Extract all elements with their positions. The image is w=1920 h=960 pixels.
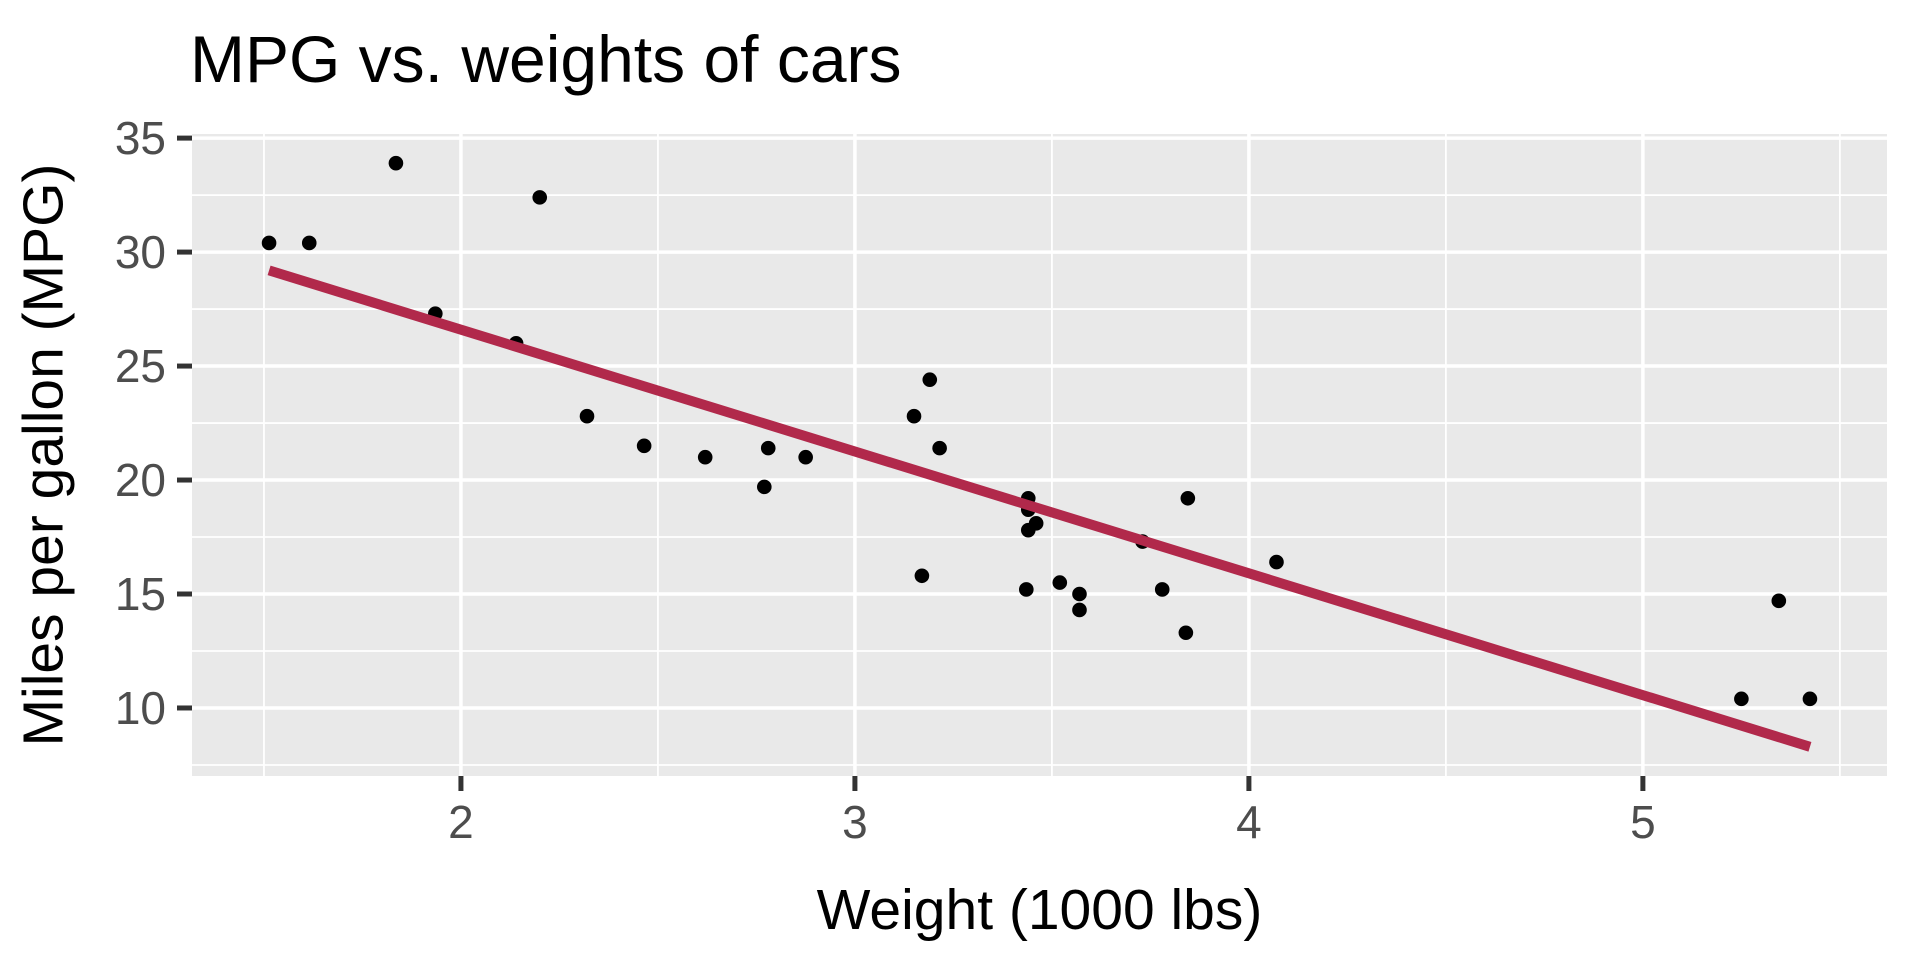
data-point: [1154, 582, 1170, 597]
plot-title: MPG vs. weights of cars: [190, 22, 902, 96]
y-tick-label: 15: [115, 568, 166, 620]
panel-background: [192, 134, 1887, 776]
data-point: [1020, 522, 1036, 538]
data-point: [760, 440, 776, 456]
data-point: [1019, 582, 1034, 597]
regression-line: [267, 265, 1812, 752]
data-point: [697, 449, 713, 465]
data-point: [1734, 691, 1749, 707]
data-point: [932, 440, 947, 456]
y-tick-label: 30: [115, 226, 166, 278]
data-point: [1180, 490, 1196, 506]
data-point: [922, 372, 938, 388]
data-point: [261, 235, 277, 251]
data-point: [301, 235, 317, 251]
y-tick-label: 35: [115, 112, 166, 164]
data-point: [532, 190, 548, 205]
x-tick-label: 4: [1236, 796, 1262, 848]
data-point: [579, 408, 595, 424]
data-point: [798, 449, 813, 465]
data-point: [757, 479, 772, 495]
x-tick-label: 5: [1630, 796, 1656, 848]
data-point: [914, 568, 930, 584]
y-tick-label: 25: [115, 340, 166, 392]
y-tick-label: 20: [115, 454, 166, 506]
data-point: [1052, 575, 1068, 590]
data-point: [388, 155, 404, 171]
y-tick-label: 10: [115, 682, 166, 734]
x-tick-label: 2: [448, 796, 474, 848]
data-point: [1178, 625, 1194, 641]
data-point: [1072, 586, 1087, 602]
x-axis-title: Weight (1000 lbs): [816, 878, 1263, 942]
x-tick-label: 3: [842, 796, 868, 848]
data-point: [1802, 691, 1818, 707]
data-point: [1771, 593, 1787, 609]
data-point: [636, 438, 652, 454]
data-point: [1269, 554, 1284, 570]
data-point: [906, 408, 922, 424]
data-point: [1072, 602, 1087, 618]
